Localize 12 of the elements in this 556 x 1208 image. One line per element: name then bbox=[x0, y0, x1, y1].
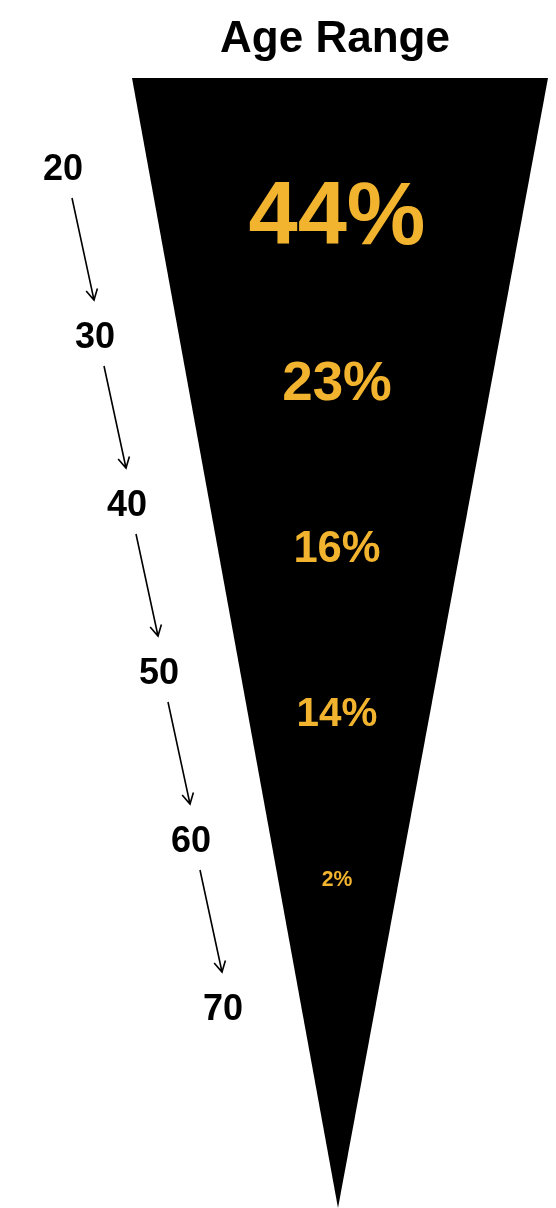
data-label: 16% bbox=[293, 523, 381, 572]
category-label: 40 bbox=[106, 482, 148, 524]
category-label: 30 bbox=[74, 314, 116, 356]
category-label: 20 bbox=[42, 146, 84, 188]
data-label: 23% bbox=[282, 350, 392, 413]
data-label: 14% bbox=[296, 689, 378, 736]
data-label: 2% bbox=[321, 866, 353, 890]
data-label: 44% bbox=[248, 164, 426, 264]
text: Age Range bbox=[220, 12, 450, 62]
category-label: 70 bbox=[202, 986, 244, 1028]
category-label: 60 bbox=[170, 818, 212, 860]
category-label: 50 bbox=[138, 650, 180, 692]
